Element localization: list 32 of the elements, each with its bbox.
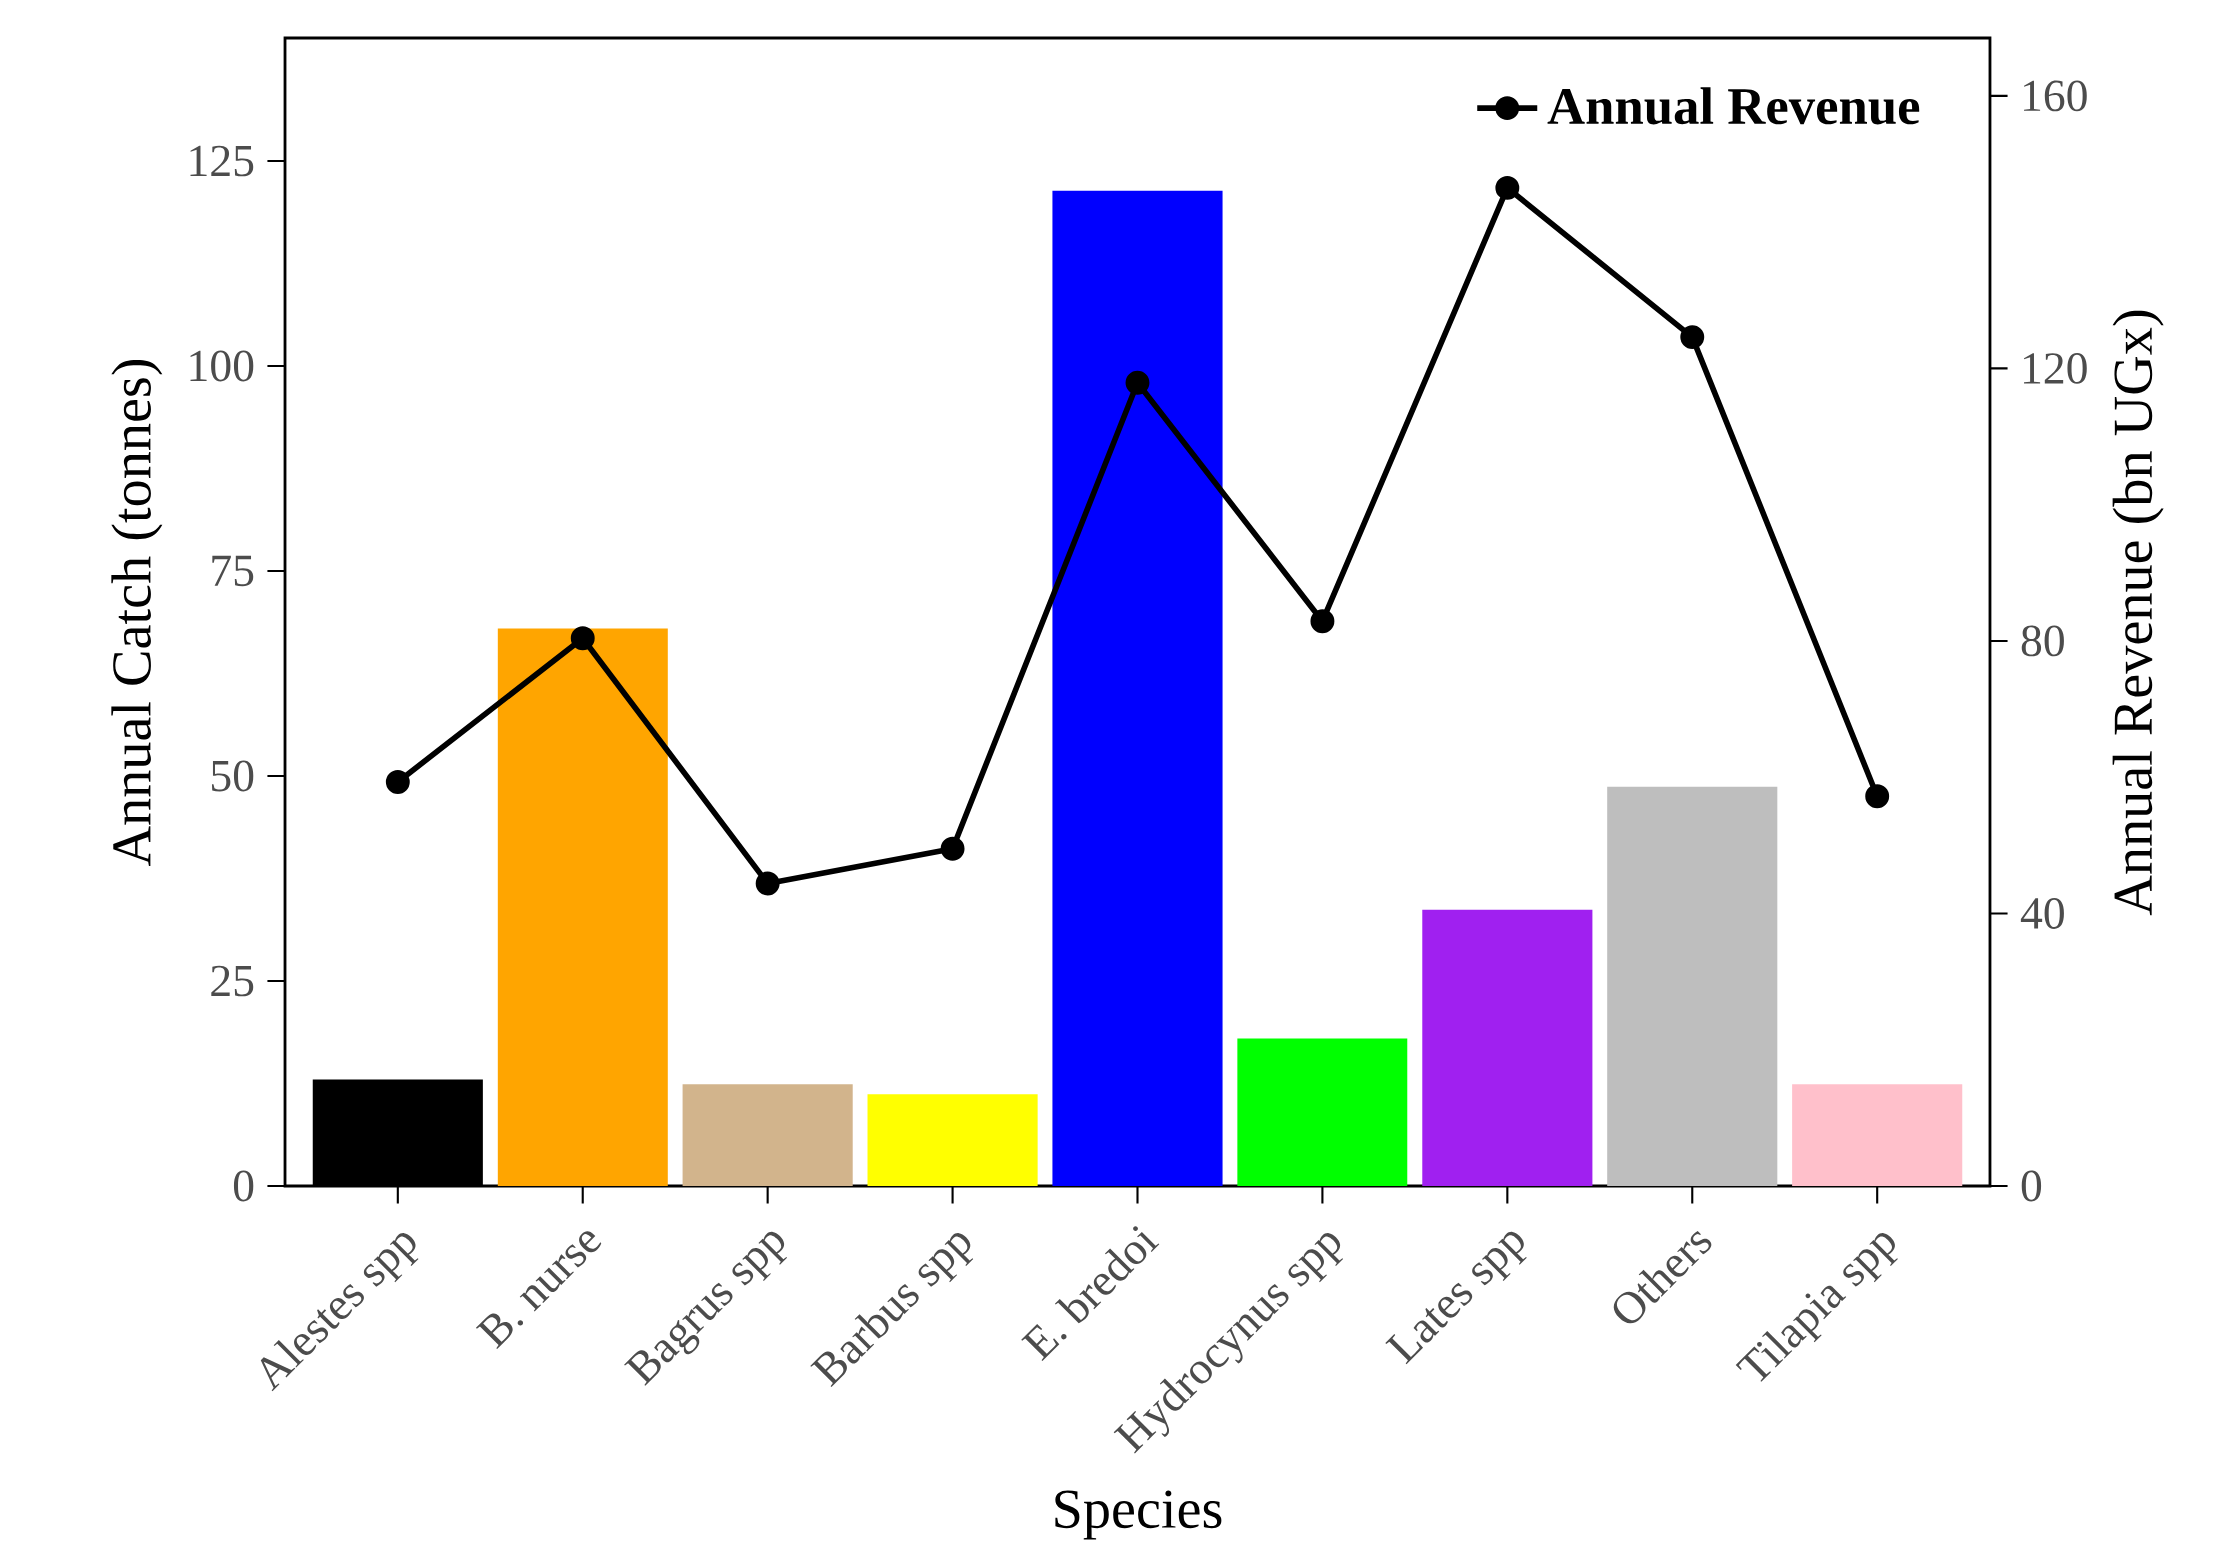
bar [1792,1084,1963,1186]
x-axis-title: Species [1055,1490,1222,1540]
y-tick-label: 75 [212,555,254,587]
point [1495,175,1520,200]
y2-tick-label: 120 [2024,353,2087,384]
y2-axis-title: Annual Revenue (bn UGx) [2112,310,2164,916]
y-tick-label: 125 [190,145,254,177]
bar [867,1094,1038,1186]
point [1125,370,1150,395]
y2-tick-label: 40 [2020,898,2064,929]
point [1865,784,1890,809]
y-axis-title: Annual Catch (tonnes) [111,359,163,866]
y2-tick-label: 0 [2021,1170,2042,1202]
point [940,836,965,861]
bar [1052,190,1223,1186]
y-tick-label: 100 [190,350,254,382]
point [385,770,410,794]
bar [682,1084,853,1186]
point [1310,609,1335,634]
bar [497,628,668,1186]
y-tick-label: 50 [211,760,254,792]
point [755,871,780,896]
y2-tick-label: 160 [2024,80,2087,112]
y-tick-label: 25 [211,965,254,997]
bar [1422,909,1593,1186]
legend-label: Annual Revenue [1547,87,1920,125]
point [1680,325,1705,350]
y2-tick-label: 80 [2021,625,2064,657]
bar [1607,786,1778,1186]
y-tick-label: 0 [233,1170,254,1202]
point [570,626,595,651]
bar [1237,1038,1408,1186]
